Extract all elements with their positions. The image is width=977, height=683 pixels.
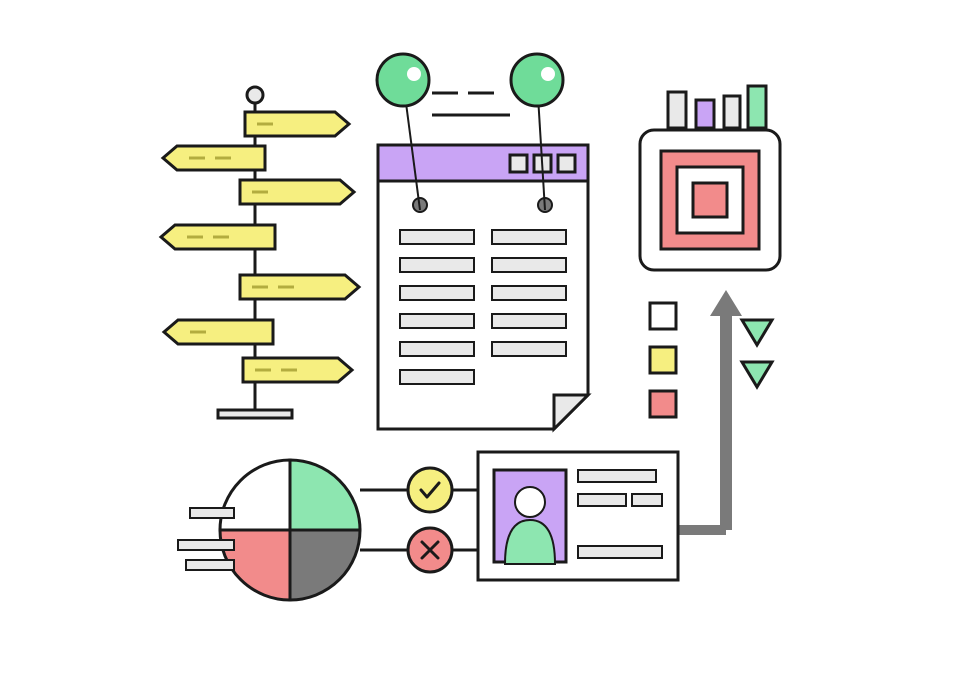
doc-line-3-0 [400, 314, 474, 328]
doc-line-4-0 [400, 342, 474, 356]
check-icon [408, 468, 452, 512]
pie-bar-1 [178, 540, 234, 550]
legend-square-1 [650, 347, 676, 373]
mini-bar-2 [724, 96, 740, 128]
person-icon [515, 487, 545, 517]
id-line-1 [578, 494, 626, 506]
signpost-cap [247, 87, 263, 103]
mini-bar-0 [668, 92, 686, 128]
mini-bar-3 [748, 86, 766, 128]
id-line-0 [578, 470, 656, 482]
doc-line-2-0 [400, 286, 474, 300]
id-line-3 [578, 546, 662, 558]
signpost-base [218, 410, 292, 418]
window-button-0[interactable] [510, 155, 527, 172]
doc-line-3-1 [492, 314, 566, 328]
doc-line-2-1 [492, 286, 566, 300]
doc-line-0-0 [400, 230, 474, 244]
pin-0 [377, 54, 429, 106]
pin-1 [511, 54, 563, 106]
doc-line-0-1 [492, 230, 566, 244]
signpost-arm-1 [163, 146, 265, 170]
doc-line-5-0 [400, 370, 474, 384]
doc-line-4-1 [492, 342, 566, 356]
qr-ring-2 [693, 183, 727, 217]
mini-bar-1 [696, 100, 714, 128]
infographic-composition [0, 0, 977, 683]
signpost-arm-5 [164, 320, 273, 344]
id-line-2 [632, 494, 662, 506]
doc-line-1-0 [400, 258, 474, 272]
doc-line-1-1 [492, 258, 566, 272]
pie-bar-2 [186, 560, 234, 570]
window-button-2[interactable] [558, 155, 575, 172]
legend-square-0 [650, 303, 676, 329]
pie-bar-0 [190, 508, 234, 518]
legend-square-2 [650, 391, 676, 417]
